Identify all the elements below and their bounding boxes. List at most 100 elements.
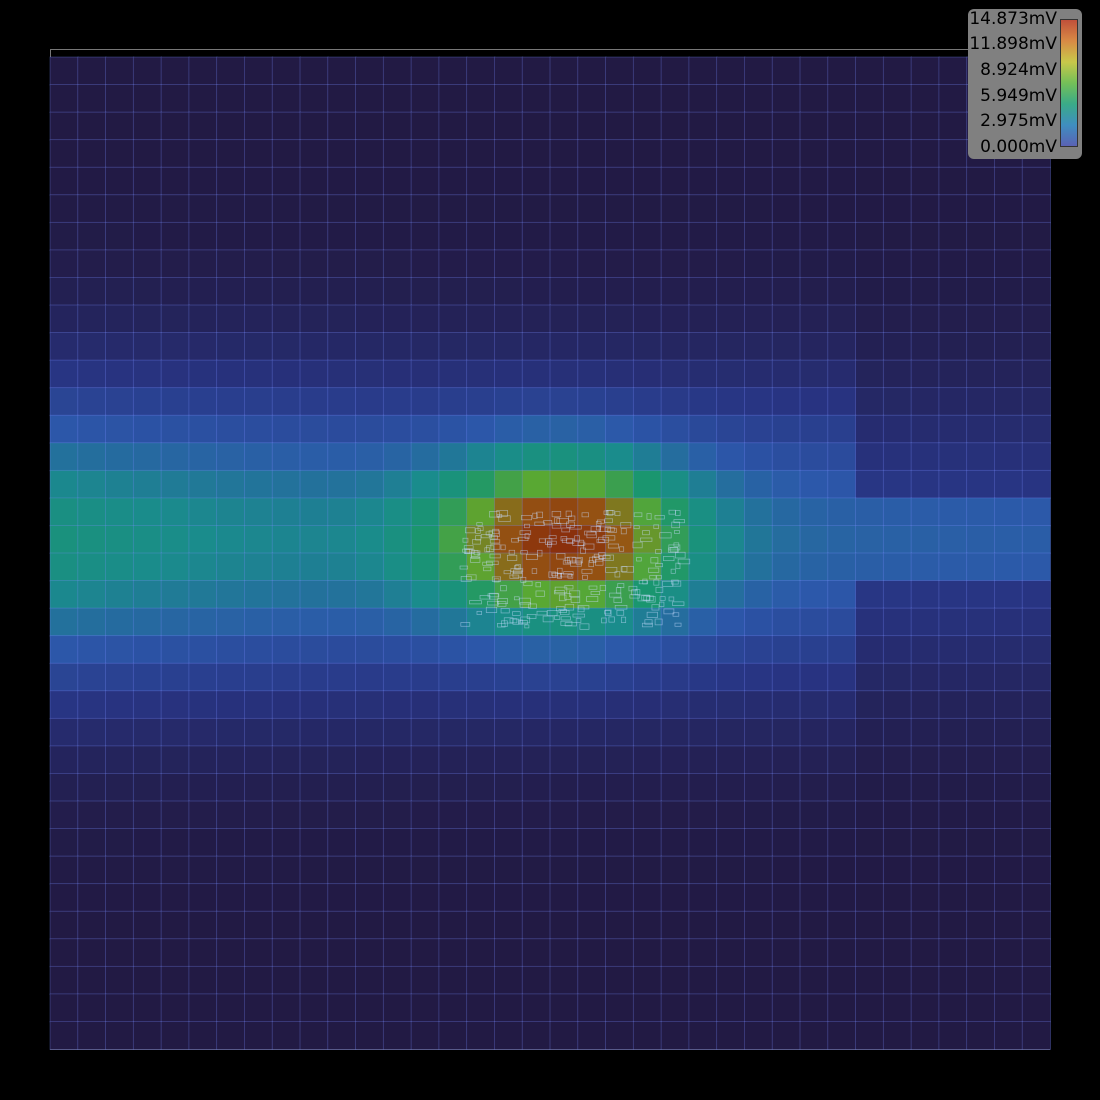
heatmap-cell xyxy=(77,993,107,1023)
heatmap-cell xyxy=(355,166,385,196)
heatmap-cell xyxy=(994,938,1024,968)
heatmap-cell xyxy=(882,635,913,665)
heatmap-cell xyxy=(882,910,913,940)
heatmap-cell xyxy=(77,883,107,913)
heatmap-cell xyxy=(132,938,163,968)
heatmap-cell xyxy=(299,607,329,637)
heatmap-cell xyxy=(827,800,857,830)
legend-tick-4: 2.975mV xyxy=(980,111,1057,131)
heatmap-cell xyxy=(216,497,246,527)
heatmap-cell xyxy=(188,773,218,802)
heatmap-cell xyxy=(466,414,496,444)
heatmap-cell xyxy=(327,552,357,582)
heatmap-cell xyxy=(605,249,635,279)
placed-cell-outline xyxy=(535,582,541,588)
heatmap-cell xyxy=(132,635,163,665)
heatmap-cell xyxy=(188,497,218,527)
heatmap-cell xyxy=(605,194,635,224)
heatmap-cell xyxy=(299,552,329,582)
placed-cell-outline xyxy=(509,618,518,624)
placed-cell-outline xyxy=(584,530,596,536)
heatmap-cell xyxy=(716,139,746,169)
heatmap-cell xyxy=(966,855,996,885)
heatmap-cell xyxy=(577,993,607,1023)
heatmap-cell xyxy=(1021,304,1051,334)
placed-cell-outline xyxy=(560,616,571,621)
placed-cell-outline xyxy=(637,594,650,602)
heatmap-cell xyxy=(994,414,1024,444)
heatmap-cell xyxy=(827,497,857,527)
heatmap-cell xyxy=(188,359,218,389)
placed-cell-outline xyxy=(572,539,585,546)
heatmap-cell xyxy=(855,221,885,251)
heatmap-cell xyxy=(355,469,385,499)
heatmap-cell xyxy=(49,497,79,527)
heatmap-cell xyxy=(827,662,857,692)
heatmap-cell xyxy=(355,773,385,802)
heatmap-cell xyxy=(660,139,690,169)
heatmap-cell xyxy=(244,304,274,334)
heatmap-cell xyxy=(855,993,885,1023)
heatmap-cell xyxy=(605,828,635,858)
heatmap-cell xyxy=(132,662,163,692)
heatmap-cell xyxy=(744,194,774,224)
heatmap-cell xyxy=(994,277,1024,306)
heatmap-cell xyxy=(938,580,968,610)
heatmap-cell xyxy=(882,938,913,968)
heatmap-cell xyxy=(771,497,801,527)
heatmap-cell xyxy=(132,717,163,747)
legend-tick-3: 5.949mV xyxy=(980,86,1057,106)
heatmap-cell xyxy=(244,635,274,665)
heatmap-cell xyxy=(410,938,440,968)
heatmap-cell xyxy=(716,111,746,141)
heatmap-cell xyxy=(688,938,718,968)
heatmap-cell xyxy=(688,304,718,334)
heatmap-cell xyxy=(327,84,357,114)
heatmap-cell xyxy=(716,166,746,196)
heatmap-cell xyxy=(938,993,968,1023)
heatmap-cell xyxy=(299,580,329,610)
heatmap-cell xyxy=(466,111,496,141)
heatmap-cell xyxy=(938,304,968,334)
heatmap-cell xyxy=(549,332,579,362)
placed-cell-outline xyxy=(563,571,574,576)
heatmap-cell xyxy=(216,139,246,169)
heatmap-cell xyxy=(855,745,885,775)
heatmap-cell xyxy=(938,635,968,665)
heatmap-cell xyxy=(744,304,774,334)
heatmap-cell xyxy=(410,635,440,665)
placed-cell-outline xyxy=(524,624,530,629)
heatmap-cell xyxy=(716,690,746,720)
heatmap-cell xyxy=(438,277,468,306)
heatmap-cell xyxy=(188,469,218,499)
heatmap-cell xyxy=(244,552,274,582)
heatmap-cell xyxy=(771,965,801,995)
heatmap-cell xyxy=(744,883,774,913)
heatmap-cell xyxy=(605,332,635,362)
heatmap-cell xyxy=(1021,580,1051,610)
heatmap-cell xyxy=(327,277,357,306)
heatmap-cell xyxy=(327,883,357,913)
heatmap-cell xyxy=(799,442,829,472)
heatmap-cell xyxy=(521,745,551,775)
placed-cell-outline xyxy=(564,603,575,611)
heatmap-cell xyxy=(188,883,218,913)
heatmap-cell xyxy=(160,414,190,444)
heatmap-cell xyxy=(577,166,607,196)
heatmap-cell xyxy=(632,166,663,196)
heatmap-cell xyxy=(160,497,190,527)
heatmap-cell xyxy=(1021,635,1051,665)
heatmap-cell xyxy=(132,221,163,251)
heatmap-cell xyxy=(244,993,274,1023)
heatmap-cell xyxy=(966,938,996,968)
heatmap-cell xyxy=(410,607,440,637)
heatmap-cell xyxy=(216,800,246,830)
heatmap-cell xyxy=(855,855,885,885)
heatmap-cell xyxy=(771,938,801,968)
heatmap-cell xyxy=(910,993,940,1023)
heatmap-cell xyxy=(105,469,135,499)
heatmap-cell xyxy=(327,249,357,279)
heatmap-cell xyxy=(660,635,690,665)
heatmap-cell xyxy=(382,469,413,499)
heatmap-cell xyxy=(188,938,218,968)
